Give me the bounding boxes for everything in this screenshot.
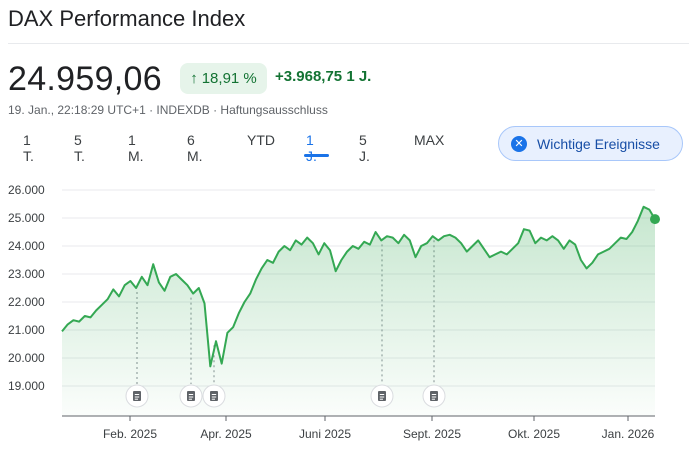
y-tick-label: 20.000	[8, 351, 45, 365]
change-absolute-value: +3.968,75	[275, 68, 343, 85]
change-absolute: +3.968,75 1 J.	[275, 68, 371, 85]
page-title: DAX Performance Index	[8, 6, 246, 31]
tab-1-month[interactable]: 1 M.	[128, 132, 144, 164]
y-tick-label: 19.000	[8, 379, 45, 393]
quote-meta: 19. Jan., 22:18:29 UTC+1 · INDEXDB · Haf…	[8, 103, 328, 117]
tab-5-days[interactable]: 5 T.	[74, 132, 85, 164]
event-markers	[125, 384, 446, 408]
key-events-button[interactable]: ✕ Wichtige Ereignisse	[498, 126, 683, 161]
tab-1-year[interactable]: 1 J.	[306, 132, 317, 164]
header-divider	[8, 43, 689, 44]
x-tick-label: Apr. 2025	[200, 427, 252, 441]
current-price: 24.959,06	[8, 60, 162, 98]
y-tick-label: 21.000	[8, 323, 45, 337]
price-area	[62, 206, 655, 416]
event-doc-icon[interactable]	[422, 384, 446, 408]
y-tick-label: 24.000	[8, 239, 45, 253]
x-tick-label: Okt. 2025	[508, 427, 560, 441]
x-tick-label: Juni 2025	[299, 427, 351, 441]
tab-1-day[interactable]: 1 T.	[23, 132, 34, 164]
close-icon: ✕	[511, 135, 527, 152]
event-doc-icon[interactable]	[370, 384, 394, 408]
change-percent: 18,91 %	[201, 70, 257, 87]
event-doc-icon[interactable]	[125, 384, 149, 408]
y-tick-label: 26.000	[8, 183, 45, 197]
x-tick-label: Sept. 2025	[403, 427, 461, 441]
arrow-up-icon: ↑	[190, 70, 198, 87]
x-tick-label: Feb. 2025	[103, 427, 157, 441]
price-chart[interactable]: 19.000 20.000 21.000 22.000 23.000 24.000 25.0…	[0, 170, 689, 451]
current-value-dot	[650, 214, 660, 225]
tab-5-years[interactable]: 5 J.	[359, 132, 370, 164]
y-tick-label: 22.000	[8, 295, 45, 309]
change-period: 1 J.	[346, 68, 372, 85]
y-tick-label: 23.000	[8, 267, 45, 281]
tab-6-months[interactable]: 6 M.	[187, 132, 203, 164]
x-axis: Feb. 2025 Apr. 2025 Juni 2025 Sept. 2025 Okt…	[103, 416, 655, 441]
tab-ytd[interactable]: YTD	[247, 132, 275, 148]
event-doc-icon[interactable]	[202, 384, 226, 408]
active-tab-indicator	[304, 154, 329, 157]
y-axis: 19.000 20.000 21.000 22.000 23.000 24.000 25.0…	[8, 183, 45, 393]
y-tick-label: 25.000	[8, 211, 45, 225]
event-doc-icon[interactable]	[179, 384, 203, 408]
x-tick-label: Jan. 2026	[602, 427, 655, 441]
key-events-label: Wichtige Ereignisse	[537, 135, 660, 152]
change-percent-badge: ↑ 18,91 %	[180, 63, 267, 94]
price-line	[61, 205, 656, 368]
tab-max[interactable]: MAX	[414, 132, 445, 148]
